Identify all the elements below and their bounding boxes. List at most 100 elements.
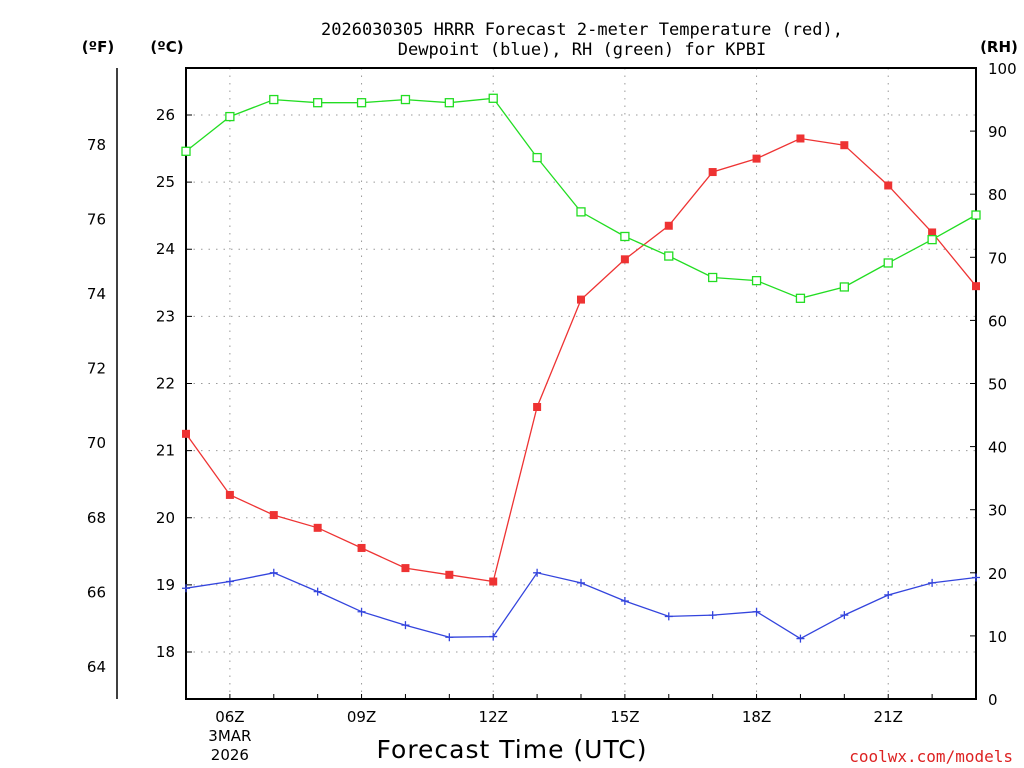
rh-point [532,152,542,163]
x-tick-label: 15Z [610,708,639,726]
dewpoint-point [401,621,410,630]
celsius-axis-unit: (ºC) [150,38,183,56]
temperature-point [401,564,410,573]
fahrenheit-tick-label: 74 [87,285,106,303]
rh-tick-label: 100 [988,60,1017,78]
dewpoint-point [708,611,717,620]
dewpoint-point [445,633,454,642]
rh-point [181,146,191,156]
plot-frame [185,67,977,700]
fahrenheit-tick-label: 76 [87,210,106,228]
series-rh [181,93,981,303]
rh-point [620,231,630,242]
rh-tick-label: 0 [988,691,998,709]
rh-point [576,207,586,217]
rh-tick-label: 80 [988,186,1007,204]
dewpoint-point [489,632,498,641]
rh-tick-label: 20 [988,565,1007,583]
fahrenheit-tick-label: 78 [87,136,106,154]
dewpoint-point [752,607,761,616]
temperature-point [269,511,278,520]
rh-tick-label: 60 [988,312,1007,330]
rh-point [488,93,498,103]
celsius-tick-label: 21 [156,442,175,460]
chart-title-line-2: Dewpoint (blue), RH (green) for KPBI [398,40,766,60]
temperature-point [884,181,893,190]
dewpoint-point [357,607,366,616]
temperature-point [664,221,673,230]
fahrenheit-tick-label: 64 [87,658,106,676]
rh-point [356,98,367,108]
temperature-point [577,295,585,304]
rh-point [400,94,411,105]
gridlines [186,68,976,699]
temperature-point [928,228,937,237]
rh-point [269,94,279,105]
dewpoint-point [972,573,980,582]
dewpoint-point [928,578,937,587]
dewpoint-point [577,578,585,587]
temperature-point [225,490,234,499]
dewpoint-point [182,584,190,593]
fahrenheit-axis-unit: (ºF) [82,38,114,56]
chart-title-line-1: 2026030305 HRRR Forecast 2-meter Tempera… [321,20,843,40]
rh-tick-label: 90 [988,123,1007,141]
x-tick-label: 21Z [874,708,903,726]
dewpoint-point [840,611,849,620]
temperature-point [708,168,717,177]
rh-tick-label: 40 [988,439,1007,457]
temperature-point [752,154,761,163]
dewpoint-point [884,590,893,599]
rh-point [795,293,806,303]
temperature-point [533,402,542,411]
source-credit: coolwx.com/models [849,747,1013,766]
rh-tick-label: 70 [988,249,1007,267]
rh-point [444,98,454,108]
dewpoint-point [620,596,629,605]
temperature-point [445,570,454,579]
data-series [181,93,981,643]
rh-point [883,258,893,268]
temperature-point [840,141,849,150]
axes: 18 19 20 21 22 23 24 25 26 64 66 68 70 72 74 76 78 0 10 20 3… [87,60,1017,764]
x-tick-label: 06Z [215,708,244,726]
temperature-point [972,282,980,291]
temperature-point [357,543,366,552]
rh-axis-unit: (RH) [980,38,1018,56]
temperature-point [796,134,805,143]
celsius-tick-label: 20 [156,509,175,527]
x-tick-year-label: 2026 [211,746,249,764]
rh-tick-label: 50 [988,376,1007,394]
series-dewpoint [182,568,980,643]
dewpoint-point [533,568,542,577]
temperature-point [313,523,322,532]
rh-point [971,210,981,220]
dewpoint-point [225,577,234,586]
rh-point [664,251,674,261]
celsius-tick-label: 26 [156,106,175,124]
rh-point [313,98,323,108]
celsius-tick-label: 22 [156,375,175,393]
temperature-point [620,255,629,264]
celsius-tick-label: 19 [156,576,175,594]
celsius-tick-label: 23 [156,307,175,325]
rh-tick-label: 30 [988,502,1007,520]
fahrenheit-tick-label: 66 [87,583,106,601]
temperature-point [182,429,190,438]
celsius-tick-label: 25 [156,173,175,191]
celsius-tick-label: 24 [156,240,175,258]
temperature-point [489,577,498,586]
rh-point [927,234,937,245]
rh-point [708,272,718,283]
dewpoint-point [664,612,673,621]
rh-point [839,282,849,292]
fahrenheit-tick-label: 68 [87,509,106,527]
x-tick-date-label: 3MAR [208,727,251,745]
rh-line [185,97,977,299]
dewpoint-point [269,568,278,577]
dewpoint-point [796,634,805,643]
dewpoint-point [313,587,322,596]
celsius-tick-label: 18 [156,643,175,661]
temperature-line [185,137,977,583]
